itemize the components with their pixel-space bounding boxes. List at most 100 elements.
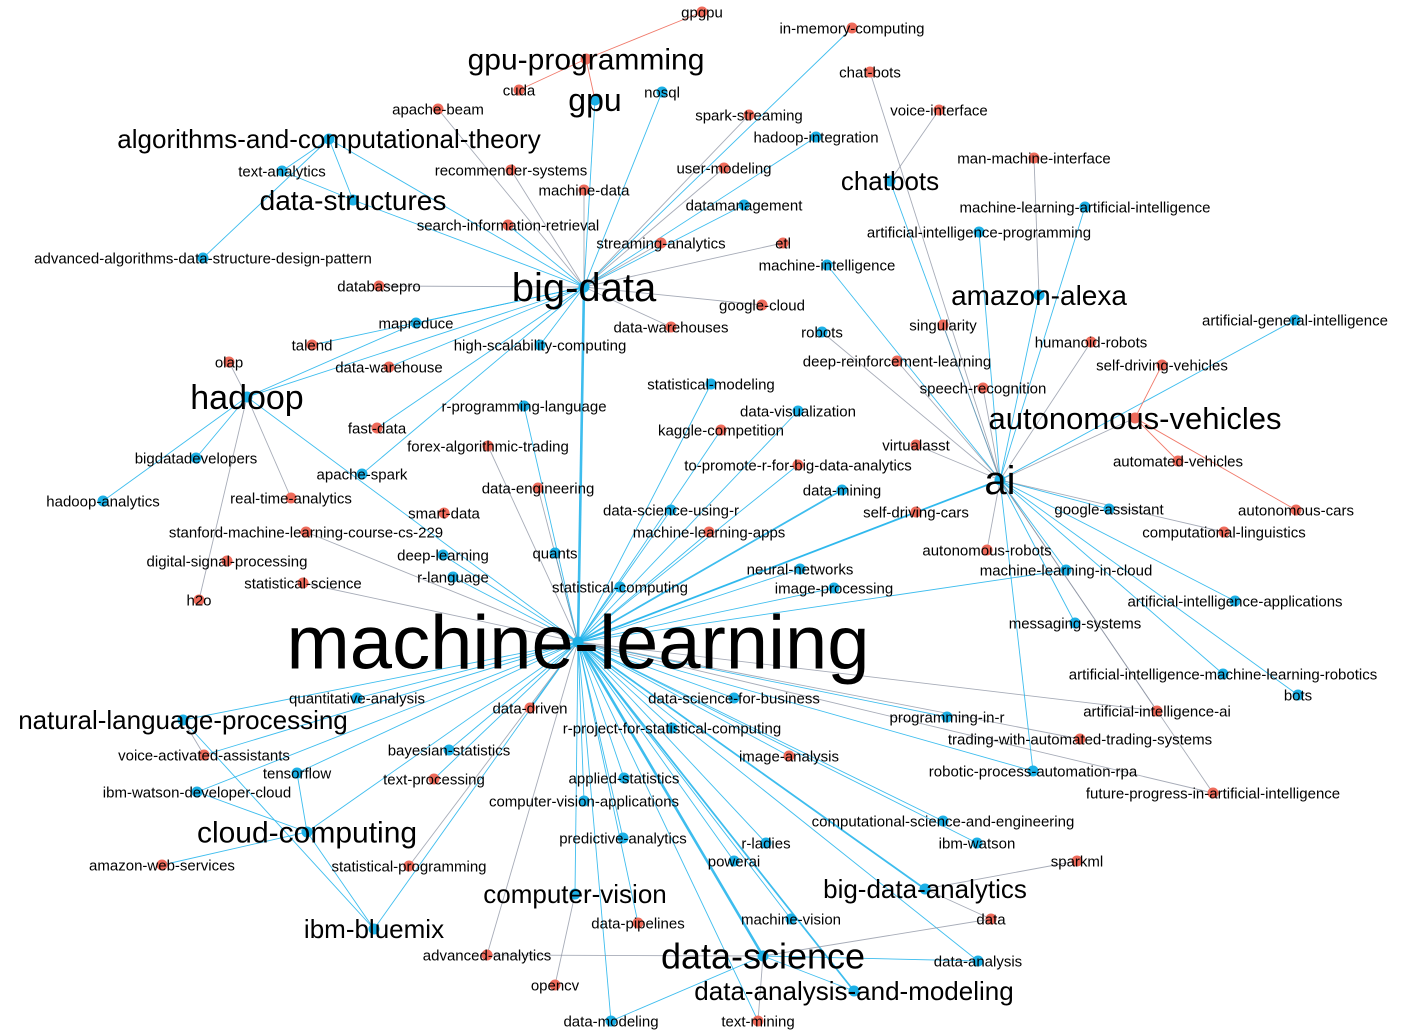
node-dot-predictive-analytics[interactable] xyxy=(617,832,629,844)
node-dot-chatbots[interactable] xyxy=(884,175,896,187)
node-dot-high-scalability-computing[interactable] xyxy=(534,339,546,351)
node-dot-self-driving-vehicles[interactable] xyxy=(1156,359,1168,371)
node-dot-amazon-alexa[interactable] xyxy=(1033,289,1045,301)
node-dot-mapreduce[interactable] xyxy=(410,317,422,329)
node-dot-autonomous-robots[interactable] xyxy=(981,544,993,556)
node-dot-streaming-analytics[interactable] xyxy=(655,237,667,249)
node-dot-olap[interactable] xyxy=(223,356,235,368)
node-dot-data-mining[interactable] xyxy=(836,484,848,496)
node-dot-algorithms-and-computational-theory[interactable] xyxy=(323,133,335,145)
node-dot-speech-recognition[interactable] xyxy=(977,382,989,394)
node-dot-google-cloud[interactable] xyxy=(756,299,768,311)
node-dot-to-promote-r-for-big-data-analytics[interactable] xyxy=(792,459,804,471)
node-dot-neural-networks[interactable] xyxy=(794,563,806,575)
node-dot-data-pipelines[interactable] xyxy=(632,917,644,929)
node-dot-artificial-intelligence-ai[interactable] xyxy=(1151,705,1163,717)
node-dot-self-driving-cars[interactable] xyxy=(910,506,922,518)
node-dot-amazon-web-services[interactable] xyxy=(156,859,168,871)
node-dot-image-processing[interactable] xyxy=(828,582,840,594)
node-dot-big-data-analytics[interactable] xyxy=(919,883,931,895)
node-dot-h2o[interactable] xyxy=(193,594,205,606)
node-dot-computer-vision-applications[interactable] xyxy=(578,795,590,807)
node-dot-cuda[interactable] xyxy=(513,84,525,96)
node-dot-machine-learning[interactable] xyxy=(572,636,584,648)
node-dot-ibm-watson[interactable] xyxy=(971,837,983,849)
node-dot-robotic-process-automation-rpa[interactable] xyxy=(1027,765,1039,777)
node-dot-spark-streaming[interactable] xyxy=(743,109,755,121)
node-dot-r-ladies[interactable] xyxy=(760,837,772,849)
node-dot-search-information-retrieval[interactable] xyxy=(502,219,514,231)
node-dot-real-time-analytics[interactable] xyxy=(285,492,297,504)
node-dot-voice-interface[interactable] xyxy=(933,104,945,116)
node-dot-data-science-for-business[interactable] xyxy=(728,692,740,704)
node-dot-powerai[interactable] xyxy=(728,855,740,867)
node-dot-artificial-intelligence-applications[interactable] xyxy=(1229,595,1241,607)
node-dot-r-project-for-statistical-computing[interactable] xyxy=(666,722,678,734)
node-dot-programming-in-r[interactable] xyxy=(941,711,953,723)
node-dot-ai[interactable] xyxy=(994,474,1006,486)
node-dot-bigdatadevelopers[interactable] xyxy=(190,452,202,464)
node-dot-r-programming-language[interactable] xyxy=(518,400,530,412)
node-dot-deep-learning[interactable] xyxy=(437,549,449,561)
node-dot-statistical-computing[interactable] xyxy=(614,581,626,593)
node-dot-advanced-algorithms-data-structure-design-pattern[interactable] xyxy=(197,252,209,264)
node-dot-etl[interactable] xyxy=(777,237,789,249)
node-dot-text-processing[interactable] xyxy=(428,773,440,785)
node-dot-digital-signal-processing[interactable] xyxy=(221,555,233,567)
node-dot-tensorflow[interactable] xyxy=(291,767,303,779)
node-dot-data-modeling[interactable] xyxy=(605,1015,617,1027)
node-dot-data-warehouses[interactable] xyxy=(665,321,677,333)
node-dot-virtualasst[interactable] xyxy=(910,439,922,451)
node-dot-apache-beam[interactable] xyxy=(432,103,444,115)
node-dot-artificial-general-intelligence[interactable] xyxy=(1289,314,1301,326)
node-dot-in-memory-computing[interactable] xyxy=(846,22,858,34)
node-dot-databasepro[interactable] xyxy=(373,280,385,292)
node-dot-machine-learning-artificial-intelligence[interactable] xyxy=(1079,201,1091,213)
node-dot-statistical-programming[interactable] xyxy=(403,860,415,872)
node-dot-humanoid-robots[interactable] xyxy=(1085,336,1097,348)
node-dot-artificial-intelligence-programming[interactable] xyxy=(973,226,985,238)
node-dot-data-science[interactable] xyxy=(757,950,769,962)
node-dot-gpgpu[interactable] xyxy=(696,6,708,18)
node-dot-computational-science-and-engineering[interactable] xyxy=(937,815,949,827)
node-dot-hadoop-integration[interactable] xyxy=(810,131,822,143)
node-dot-talend[interactable] xyxy=(306,339,318,351)
node-dot-data-driven[interactable] xyxy=(524,702,536,714)
node-dot-data-structures[interactable] xyxy=(347,194,359,206)
node-dot-machine-intelligence[interactable] xyxy=(821,259,833,271)
node-dot-kaggle-competition[interactable] xyxy=(715,424,727,436)
node-dot-datamanagement[interactable] xyxy=(738,199,750,211)
node-dot-recommender-systems[interactable] xyxy=(505,164,517,176)
node-dot-data[interactable] xyxy=(985,913,997,925)
node-dot-quants[interactable] xyxy=(549,547,561,559)
node-dot-big-data[interactable] xyxy=(578,281,590,293)
node-dot-ibm-watson-developer-cloud[interactable] xyxy=(191,786,203,798)
node-dot-data-analysis-and-modeling[interactable] xyxy=(848,985,860,997)
node-dot-hadoop[interactable] xyxy=(241,391,253,403)
node-dot-chat-bots[interactable] xyxy=(864,66,876,78)
node-dot-stanford-machine-learning-course-cs-229[interactable] xyxy=(300,526,312,538)
node-dot-future-progress-in-artificial-intelligence[interactable] xyxy=(1207,787,1219,799)
node-dot-data-engineering[interactable] xyxy=(532,482,544,494)
node-dot-statistical-modeling[interactable] xyxy=(705,378,717,390)
node-dot-applied-statistics[interactable] xyxy=(618,772,630,784)
node-dot-nosql[interactable] xyxy=(656,86,668,98)
node-dot-gpu-programming[interactable] xyxy=(580,53,592,65)
node-dot-google-assistant[interactable] xyxy=(1103,503,1115,515)
node-dot-data-visualization[interactable] xyxy=(792,405,804,417)
node-dot-voice-activated-assistants[interactable] xyxy=(198,749,210,761)
node-dot-text-analytics[interactable] xyxy=(276,165,288,177)
node-dot-data-analysis[interactable] xyxy=(972,955,984,967)
node-dot-image-analysis[interactable] xyxy=(783,750,795,762)
node-dot-automated-vehicles[interactable] xyxy=(1172,455,1184,467)
node-dot-opencv[interactable] xyxy=(549,979,561,991)
node-dot-fast-data[interactable] xyxy=(371,422,383,434)
node-dot-data-science-using-r[interactable] xyxy=(665,504,677,516)
node-dot-machine-vision[interactable] xyxy=(785,913,797,925)
node-dot-user-modeling[interactable] xyxy=(718,162,730,174)
node-dot-man-machine-interface[interactable] xyxy=(1028,152,1040,164)
node-dot-cloud-computing[interactable] xyxy=(301,826,313,838)
node-dot-artificial-intelligence-machine-learning-robotics[interactable] xyxy=(1217,668,1229,680)
node-dot-autonomous-vehicles[interactable] xyxy=(1129,412,1141,424)
node-dot-machine-learning-in-cloud[interactable] xyxy=(1060,564,1072,576)
